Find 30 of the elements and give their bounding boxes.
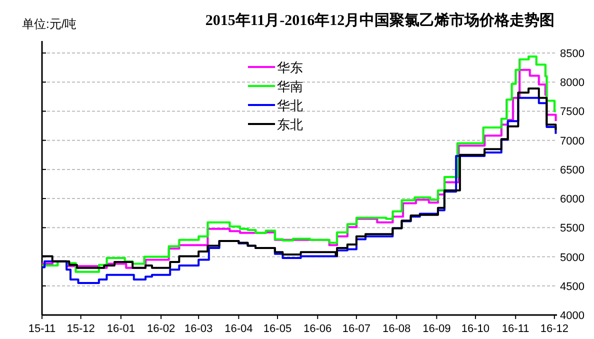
text: 单位:元/吨 (22, 17, 77, 31)
x-tick-label: 15-11 (28, 323, 56, 335)
legend-label: 东北 (277, 117, 303, 132)
y-tick-label: 7500 (560, 106, 584, 118)
x-tick-label: 16-11 (502, 323, 530, 335)
x-tick-label: 16-04 (224, 323, 253, 335)
x-tick-label: 15-12 (66, 323, 95, 335)
x-tick-label: 16-10 (461, 323, 490, 335)
x-tick-label: 16-02 (146, 323, 176, 335)
y-tick-label: 6500 (560, 164, 584, 176)
y-tick-label: 8500 (560, 48, 584, 60)
chart-title: 2015年11月-2016年12月中国聚氯乙烯市场价格走势图 (205, 11, 555, 29)
x-tick-label: 16-07 (342, 323, 371, 335)
y-tick-label: 8000 (560, 77, 584, 90)
y-tick-label: 4500 (560, 280, 584, 293)
legend-label: 华北 (277, 98, 303, 113)
legend-label: 华东 (277, 60, 303, 75)
x-tick-label: 16-01 (106, 323, 135, 335)
x-tick-label: 16-12 (540, 323, 568, 335)
y-tick-label: 4000 (560, 310, 584, 322)
x-tick-label: 16-03 (184, 323, 213, 335)
x-tick-label: 16-06 (304, 323, 332, 335)
y-tick-label: 5500 (560, 222, 584, 235)
legend-label: 华南 (277, 79, 303, 94)
x-tick-label: 16-08 (382, 323, 411, 335)
x-tick-label: 16-05 (263, 323, 292, 335)
y-tick-label: 6000 (560, 194, 584, 206)
x-tick-label: 16-09 (422, 323, 451, 335)
y-tick-label: 5000 (560, 252, 584, 264)
y-tick-label: 7000 (560, 135, 584, 148)
